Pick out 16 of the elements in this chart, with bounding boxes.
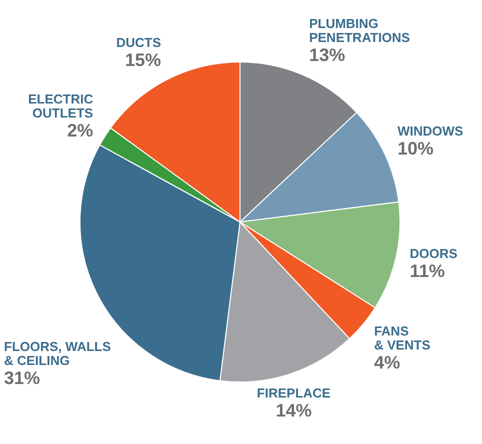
slice-label: FIREPLACE <box>256 386 331 401</box>
data-label: 4% <box>374 352 400 372</box>
slice-label: WINDOWS <box>397 123 464 138</box>
slice-label: DUCTS <box>116 34 162 50</box>
slice-label: DOORS <box>410 246 458 262</box>
data-label: 14% <box>276 400 312 421</box>
slice-label: FLOORS, WALLS & CEILING <box>4 338 112 368</box>
data-label: 2% <box>67 120 94 141</box>
slice-label: ELECTRIC OUTLETS <box>28 92 94 121</box>
data-label: 11% <box>410 261 445 282</box>
data-label: 31% <box>4 368 40 388</box>
slice-label: FANS & VENTS <box>374 323 431 352</box>
data-label: 15% <box>124 50 162 70</box>
data-label: 10% <box>397 138 434 158</box>
slice-label: PLUMBING PENETRATIONS <box>309 16 410 46</box>
data-label: 13% <box>309 45 346 66</box>
